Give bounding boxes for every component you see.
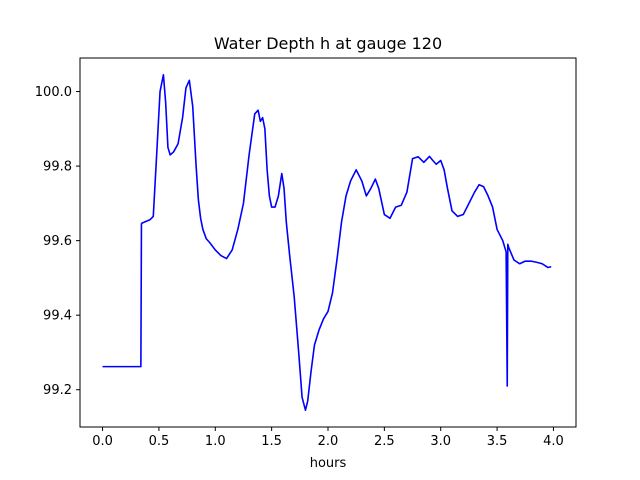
x-tick-label: 4.0 xyxy=(543,434,564,449)
y-tick-label: 99.4 xyxy=(43,309,72,324)
x-tick-label: 0.5 xyxy=(149,434,170,449)
y-tick-label: 99.8 xyxy=(43,160,72,175)
x-tick-label: 0.0 xyxy=(92,434,113,449)
x-axis: 0.0 0.5 1.0 1.5 2.0 2.5 3.0 3.5 4.0 xyxy=(92,427,564,449)
y-tick-label: 99.6 xyxy=(43,234,72,249)
x-tick-label: 1.5 xyxy=(261,434,282,449)
plot-area xyxy=(102,73,552,412)
x-tick-label: 3.5 xyxy=(487,434,508,449)
x-axis-label: hours xyxy=(310,456,347,471)
y-tick-label: 99.2 xyxy=(43,383,72,398)
y-axis: 99.2 99.4 99.6 99.8 100.0 xyxy=(35,85,80,398)
x-tick-label: 2.5 xyxy=(374,434,395,449)
y-tick-label: 100.0 xyxy=(35,85,72,100)
x-tick-label: 1.0 xyxy=(205,434,226,449)
x-tick-label: 2.0 xyxy=(318,434,339,449)
chart-title: Water Depth h at gauge 120 xyxy=(214,34,442,53)
x-tick-label: 3.0 xyxy=(430,434,451,449)
series-line-0 xyxy=(102,73,552,412)
